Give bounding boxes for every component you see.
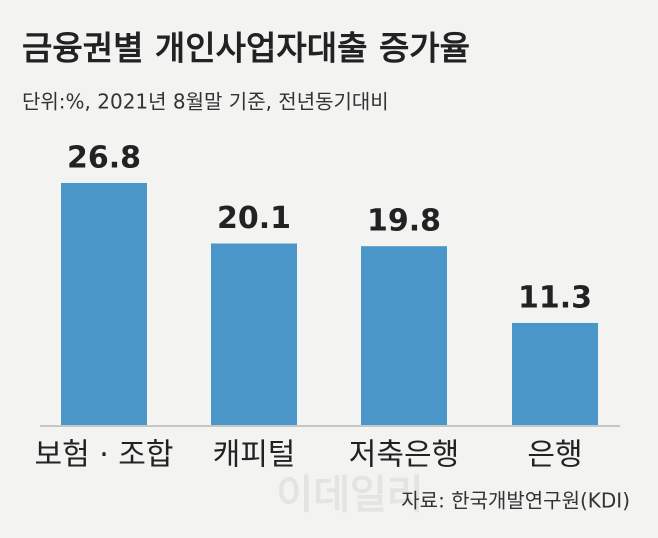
source: 자료: 한국개발연구원(KDI) xyxy=(401,489,630,513)
value-label: 26.8 xyxy=(67,140,141,175)
chart-subtitle: 단위:%, 2021년 8월말 기준, 전년동기대비 xyxy=(22,90,389,114)
bar xyxy=(361,246,447,425)
bar xyxy=(512,322,598,425)
bar xyxy=(61,182,147,425)
value-label: 20.1 xyxy=(217,201,291,236)
watermark: 이데일리 xyxy=(276,472,423,518)
value-label: 19.8 xyxy=(367,204,441,239)
x-tick-label: 은행 xyxy=(527,438,582,473)
x-tick-label: 보험 · 조합 xyxy=(34,438,173,473)
x-tick-label: 저축은행 xyxy=(349,438,459,473)
bar xyxy=(211,243,297,425)
chart-title: 금융권별 개인사업자대출 증가율 xyxy=(22,29,470,68)
x-tick-label: 캐피털 xyxy=(213,438,296,473)
value-label: 11.3 xyxy=(518,280,592,315)
